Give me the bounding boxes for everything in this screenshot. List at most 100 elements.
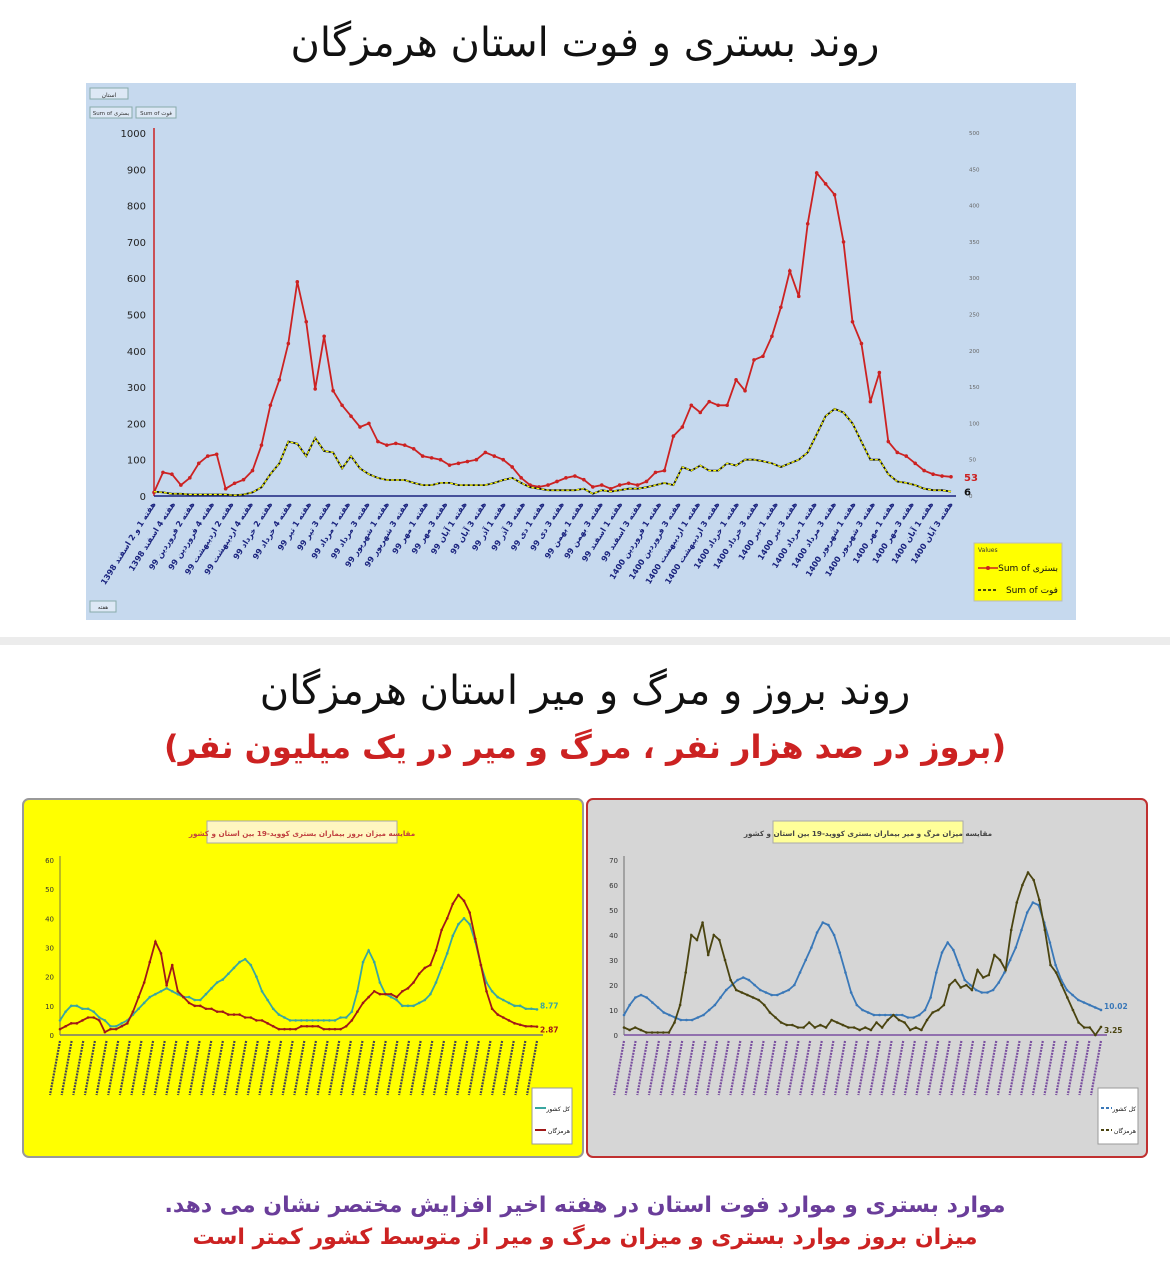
data-point: [473, 937, 477, 941]
x-tick-label: [799, 1040, 812, 1096]
data-point: [294, 1019, 297, 1022]
legend-label: هرمزگان: [1114, 1127, 1136, 1135]
data-point: [764, 991, 768, 994]
data-point: [948, 983, 951, 987]
data-point-bastari: [456, 461, 461, 466]
x-tick-label: [374, 1040, 387, 1096]
data-point: [667, 1031, 671, 1034]
x-tick-label: [647, 1040, 660, 1096]
data-point: [468, 922, 471, 926]
data-point: [741, 976, 745, 979]
data-point: [238, 1013, 241, 1016]
x-tick-label: [682, 1040, 695, 1096]
hospitalization-death-chart: استان Sum of بستری Sum of فوت هفته 0 100 200 30…: [86, 83, 1076, 620]
data-point: [903, 1021, 906, 1024]
y-right-tick-label: 200: [969, 349, 980, 355]
data-point: [662, 1011, 666, 1014]
footer-note-part2: میزان بروز موارد بستری و میزان مرگ و میر…: [192, 1225, 978, 1250]
x-tick-label: [328, 1040, 341, 1096]
data-point-bastari: [779, 305, 783, 310]
data-point: [86, 1007, 90, 1011]
data-point-bastari: [447, 463, 452, 467]
data-point: [451, 934, 455, 938]
data-point: [249, 963, 253, 967]
x-tick-label: [176, 1040, 190, 1096]
data-point-bastari: [465, 459, 470, 464]
data-point: [227, 1013, 230, 1016]
data-point-bastari: [555, 479, 559, 484]
data-point-bastari: [411, 447, 416, 451]
y-right-tick-label: 250: [969, 313, 980, 319]
data-point: [986, 991, 989, 994]
data-point: [227, 972, 230, 976]
data-point: [770, 993, 773, 997]
data-point: [824, 1026, 828, 1029]
data-point-bastari: [734, 378, 738, 382]
data-point-bastari: [662, 468, 667, 473]
end-label: 3.25: [1104, 1026, 1123, 1035]
data-point: [762, 1003, 766, 1007]
data-point-bastari: [832, 192, 837, 197]
data-point: [639, 1028, 643, 1032]
x-tick-label: [479, 1040, 492, 1096]
data-point: [97, 1016, 101, 1019]
data-point: [679, 1018, 683, 1022]
data-point: [159, 989, 163, 993]
data-point: [1020, 928, 1023, 932]
legend-label: کل کشور: [545, 1106, 570, 1113]
data-point-bastari: [725, 403, 729, 408]
data-point: [328, 1027, 331, 1031]
data-point: [507, 1019, 511, 1022]
data-point-bastari: [644, 479, 649, 484]
data-point: [92, 1016, 95, 1019]
data-point: [445, 917, 449, 920]
end-label-fot: 6: [964, 488, 971, 499]
data-point: [187, 995, 191, 999]
data-point: [193, 1004, 196, 1008]
legend-box: [1097, 1087, 1139, 1145]
data-point: [1082, 1026, 1086, 1029]
data-point: [485, 981, 488, 984]
data-point-bastari: [546, 483, 550, 487]
data-point: [798, 971, 802, 974]
data-point: [878, 1013, 881, 1017]
data-point: [260, 989, 264, 993]
data-point: [1077, 1021, 1080, 1024]
data-point: [417, 972, 421, 976]
data-point: [277, 1027, 281, 1031]
data-point: [668, 1013, 671, 1017]
data-point: [696, 1016, 700, 1019]
data-point: [864, 1026, 867, 1029]
x-tick-label: [293, 1040, 306, 1096]
data-point: [847, 1026, 850, 1029]
chart-title-box: [772, 820, 964, 844]
filter-label: استان: [102, 92, 117, 99]
data-point: [58, 1027, 62, 1031]
data-point: [1037, 903, 1040, 907]
data-point: [389, 992, 393, 996]
data-point: [479, 963, 483, 967]
data-point: [530, 1024, 533, 1028]
y-left-tick-label: 900: [127, 165, 146, 176]
data-point: [1037, 898, 1041, 902]
data-point: [356, 989, 359, 993]
data-point: [535, 1025, 539, 1028]
data-point: [813, 1026, 817, 1029]
x-tick-label: [223, 1040, 236, 1096]
data-point: [936, 1008, 940, 1012]
data-point: [294, 1027, 297, 1031]
data-point: [339, 1027, 342, 1031]
incidence-chart: مقایسه میزان بروز بیماران بستری کووید-19…: [22, 798, 584, 1158]
data-point: [170, 963, 174, 967]
x-tick-label: [868, 1040, 882, 1096]
data-point: [457, 893, 460, 897]
y-tick-label: 30: [45, 945, 54, 953]
data-point: [64, 1024, 67, 1028]
data-point: [953, 978, 957, 982]
data-point: [747, 978, 751, 982]
data-point-bastari: [940, 474, 944, 478]
data-point: [883, 1013, 887, 1017]
data-point: [880, 1026, 884, 1029]
data-point: [176, 989, 180, 993]
y-right-tick-label: 150: [969, 385, 980, 391]
